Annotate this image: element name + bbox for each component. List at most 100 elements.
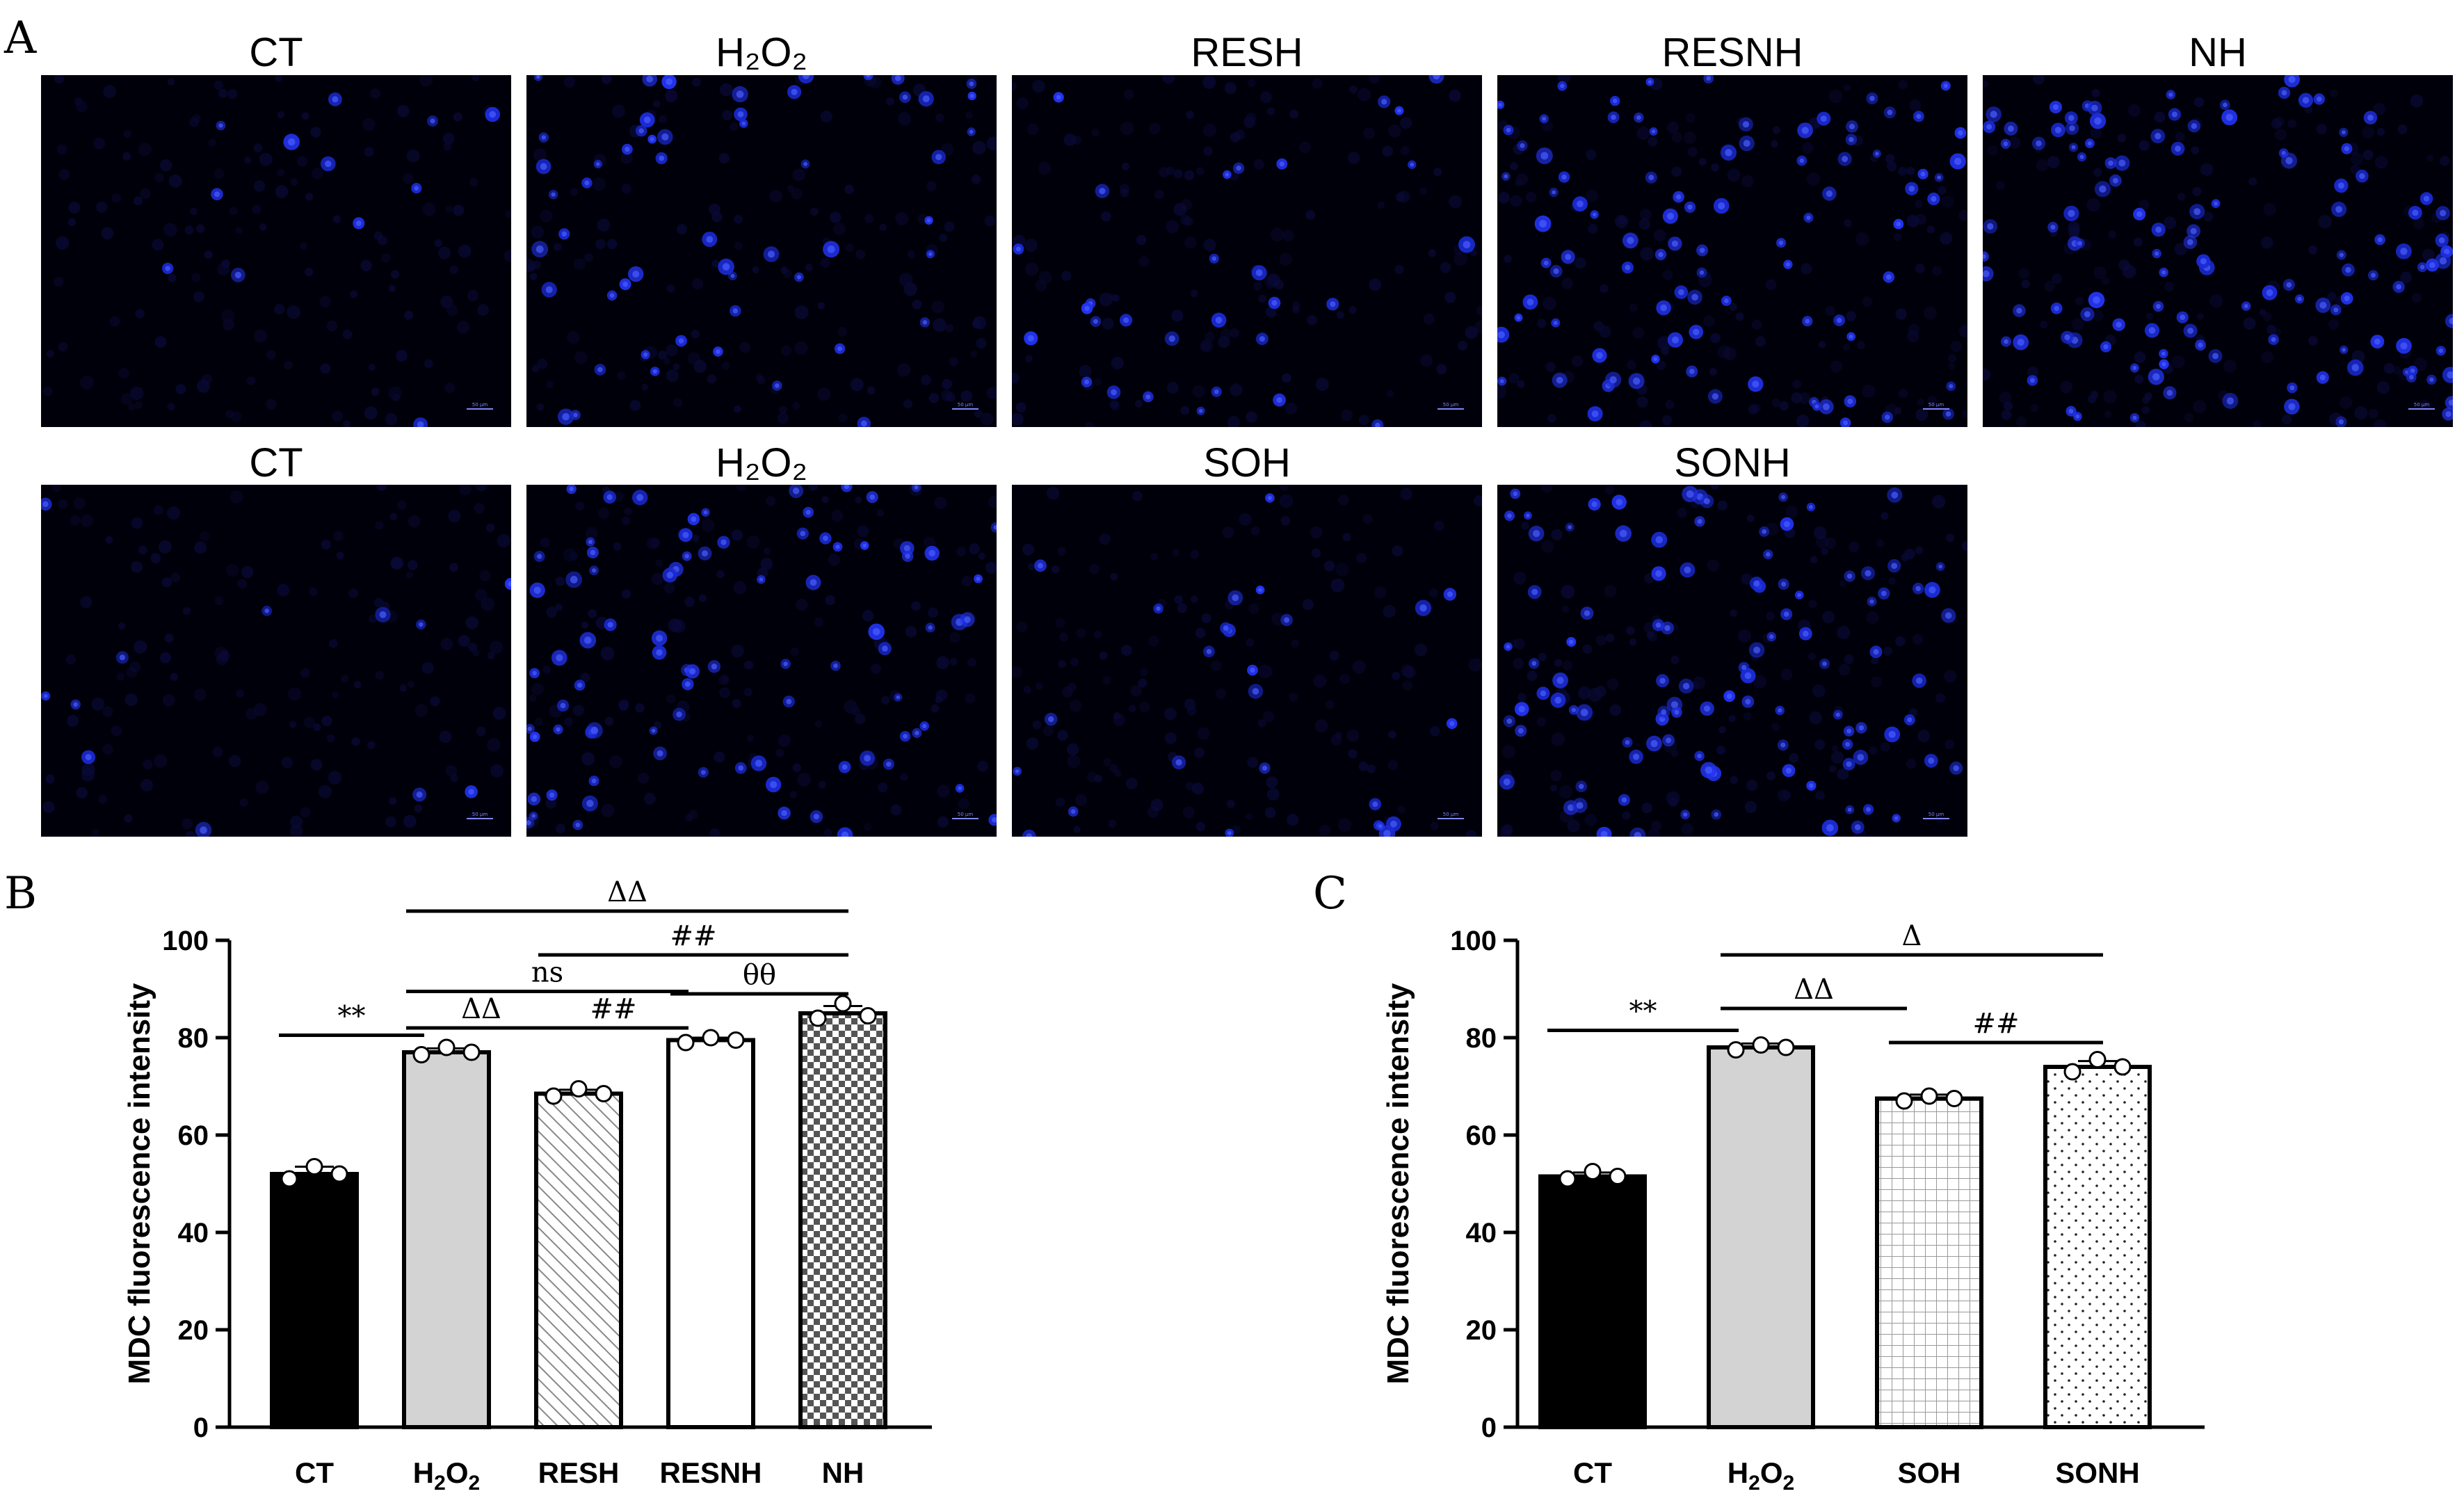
cell-core [2161, 351, 2166, 356]
dim-nucleus [2075, 296, 2084, 305]
x-tick-label: NH [822, 1456, 864, 1489]
data-point [809, 1009, 827, 1027]
dim-nucleus [2141, 396, 2150, 405]
dim-nucleus [1577, 686, 1591, 700]
cell-core [638, 128, 644, 134]
dim-nucleus [1821, 547, 1829, 556]
cell-core [738, 765, 743, 771]
cell-core [1683, 812, 1688, 817]
dim-nucleus [1474, 495, 1482, 507]
dim-nucleus [1051, 565, 1060, 574]
dim-nucleus [2021, 280, 2030, 289]
dim-nucleus [797, 773, 811, 787]
dim-nucleus [1983, 80, 1989, 88]
cell-core [1027, 335, 1034, 341]
dim-nucleus [353, 681, 362, 689]
dim-nucleus [2031, 403, 2039, 412]
dim-nucleus [1710, 332, 1721, 344]
cell-core [2052, 104, 2059, 111]
bar [666, 1038, 755, 1429]
dim-nucleus [1369, 75, 1380, 84]
cell-core [2004, 339, 2008, 344]
dim-nucleus [449, 563, 458, 572]
cell-core [1659, 677, 1666, 684]
dim-nucleus [439, 730, 452, 743]
micrograph-image: 50 μm [41, 75, 511, 427]
dim-nucleus [273, 304, 285, 315]
dim-nucleus [1150, 552, 1159, 561]
dim-nucleus [1109, 764, 1118, 773]
dim-nucleus [1346, 729, 1360, 742]
dim-nucleus [1894, 407, 1902, 415]
dim-nucleus [2141, 406, 2150, 415]
dim-nucleus [731, 529, 743, 541]
cell-core [527, 726, 532, 732]
dim-nucleus [1154, 189, 1164, 200]
significance-label: ## [1972, 1008, 2019, 1040]
cell-core [1744, 672, 1752, 679]
cell-core [2099, 185, 2107, 193]
y-tick-label: 100 [1450, 926, 1497, 956]
dim-nucleus [1400, 488, 1412, 501]
dim-nucleus [1387, 759, 1399, 771]
dim-nucleus [1337, 818, 1352, 832]
cell-core [1805, 319, 1810, 324]
cell-core [722, 263, 730, 271]
dim-nucleus [2200, 163, 2214, 176]
dim-nucleus [305, 193, 314, 201]
dim-nucleus [864, 214, 874, 224]
dim-nucleus [1103, 758, 1111, 766]
cell-core [1686, 490, 1694, 498]
cell-core [732, 308, 738, 314]
dim-nucleus [533, 148, 547, 162]
dim-nucleus [876, 509, 884, 517]
dim-nucleus [563, 76, 576, 88]
dim-nucleus [388, 386, 403, 401]
cell-core [1038, 563, 1043, 569]
cell-core [869, 494, 875, 500]
dim-nucleus [378, 235, 387, 246]
dim-nucleus [2426, 154, 2434, 162]
cell-core [1945, 411, 1951, 417]
cell-core [1766, 552, 1771, 557]
dim-nucleus [600, 646, 615, 661]
dim-nucleus [1226, 799, 1235, 808]
cell-core [1284, 617, 1290, 623]
dim-nucleus [2203, 211, 2214, 222]
dim-nucleus [153, 505, 163, 515]
dim-nucleus [214, 596, 224, 605]
dim-nucleus [1818, 341, 1826, 348]
cell-core [2155, 133, 2161, 140]
cell-core [682, 531, 689, 538]
cell-core [1857, 754, 1865, 761]
cell-core [2371, 273, 2376, 278]
dim-nucleus [672, 619, 686, 634]
dim-nucleus [185, 830, 195, 837]
dim-nucleus [1540, 540, 1554, 553]
cell-core [1506, 718, 1513, 724]
dim-nucleus [1808, 652, 1817, 661]
cell-core [935, 154, 942, 161]
dim-nucleus [1374, 586, 1387, 599]
dim-nucleus [254, 329, 268, 343]
dim-nucleus [190, 207, 198, 216]
dim-nucleus [237, 579, 248, 589]
cell-core [1762, 529, 1767, 534]
dim-nucleus [1388, 730, 1396, 739]
dim-nucleus [1027, 563, 1036, 571]
dim-nucleus [191, 273, 201, 282]
dim-nucleus [2193, 97, 2205, 108]
dim-nucleus [167, 402, 175, 411]
dim-nucleus [1802, 142, 1814, 154]
dim-nucleus [1948, 362, 1956, 370]
dim-nucleus [2104, 410, 2111, 418]
dim-nucleus [1285, 402, 1298, 415]
dim-nucleus [442, 132, 455, 145]
dim-nucleus [1746, 780, 1758, 791]
cell-core [1689, 369, 1695, 374]
dim-nucleus [478, 570, 491, 581]
dim-nucleus [970, 351, 978, 358]
dim-nucleus [864, 823, 872, 831]
cell-core [1869, 599, 1874, 604]
cell-core [2193, 208, 2201, 216]
